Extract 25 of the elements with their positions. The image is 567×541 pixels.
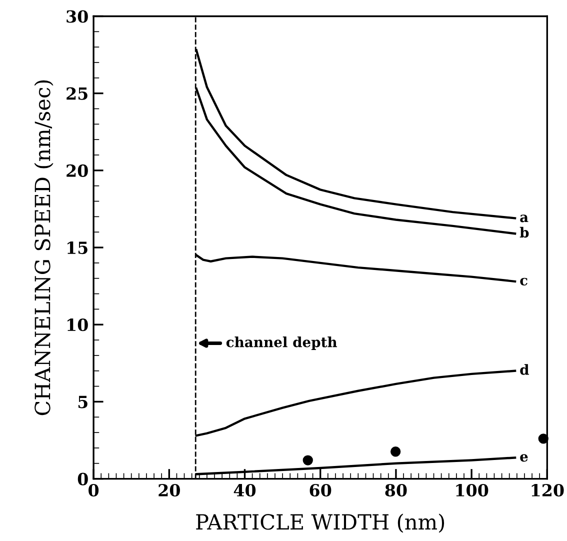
y-tick-label: 20 [66, 164, 88, 177]
y-tick-label: 0 [78, 472, 88, 486]
point [538, 434, 548, 444]
series-label: c [520, 278, 528, 286]
x-tick-label: 100 [456, 484, 488, 497]
x-tick-label: 40 [234, 484, 256, 497]
ref-line-label: channel depth [226, 336, 338, 350]
series-label: e [520, 454, 528, 462]
point [390, 446, 401, 457]
y-tick-label: 25 [66, 87, 88, 100]
x-tick-label: 60 [310, 484, 332, 497]
x-tick-label: 0 [88, 484, 99, 497]
x-tick-label: 20 [158, 484, 180, 497]
y-tick-label: 5 [78, 396, 88, 408]
x-axis-title: PARTICLE WIDTH (nm) [196, 514, 444, 533]
x-tick-label: 120 [532, 484, 564, 497]
y-tick-label: 10 [68, 318, 88, 332]
series-label: b [520, 226, 529, 238]
y-tick-label: 30 [66, 10, 88, 23]
series-label: a [520, 214, 528, 222]
x-tick-label: 80 [385, 484, 407, 497]
y-tick-label: 15 [68, 241, 88, 254]
series-label: d [520, 364, 529, 375]
point [302, 455, 313, 466]
y-axis-title: CHANNELING SPEED (nm/sec) [34, 80, 54, 416]
